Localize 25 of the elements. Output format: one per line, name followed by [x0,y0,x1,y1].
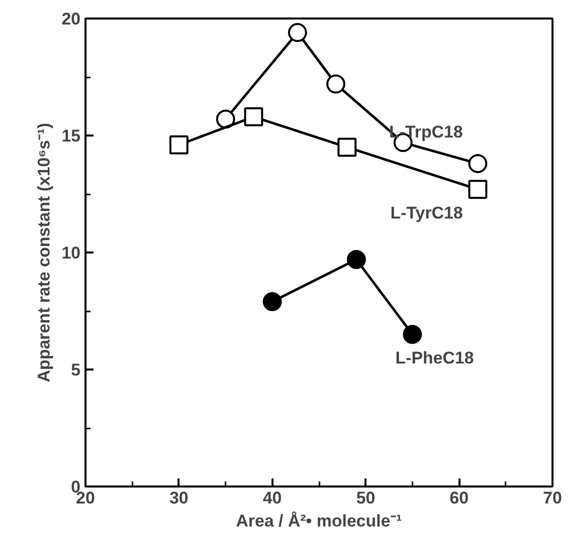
y-tick-label: 15 [62,126,81,146]
y-tick-label: 5 [71,360,81,380]
x-tick-label: 50 [356,488,376,508]
x-tick-label: 70 [543,488,562,508]
y-axis-title: Apparent rate constant (x10⁶s⁻¹) [34,122,54,382]
point [468,180,488,199]
point [468,154,488,174]
point [169,135,188,154]
x-tick-label: 30 [169,488,188,508]
series-label: L-PheC18 [395,348,474,368]
point [262,292,282,312]
point [346,250,366,270]
point [402,324,422,344]
y-tick-label: 10 [62,244,81,262]
y-tick-label: 20 [62,10,81,28]
point [338,138,357,157]
point [244,107,264,126]
point [288,23,308,42]
point [216,110,236,129]
x-tick-label: 60 [450,488,469,508]
point [326,74,346,94]
series-label: L-TrpC18 [389,122,463,142]
x-axis-title: Area / Å²• molecule⁻¹ [236,512,402,530]
series-label: L-TyrC18 [390,203,463,222]
x-tick-label: 40 [262,488,282,508]
